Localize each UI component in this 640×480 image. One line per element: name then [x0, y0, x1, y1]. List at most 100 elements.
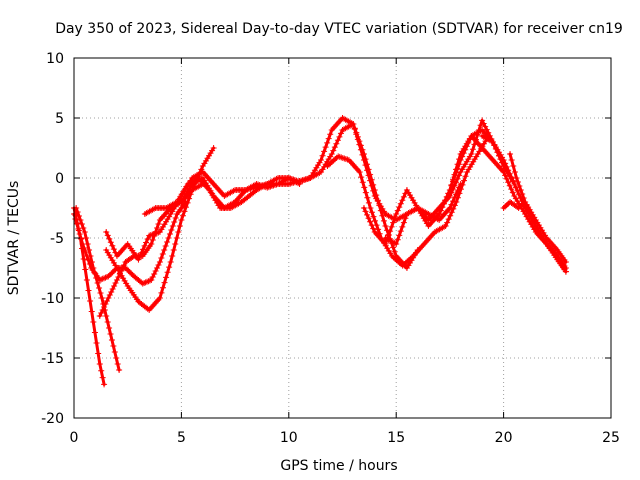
- data-point: [448, 201, 455, 208]
- data-point: [149, 237, 156, 243]
- data-point: [448, 181, 455, 188]
- data-point: [97, 290, 104, 296]
- data-point: [370, 225, 377, 232]
- data-point: [522, 199, 529, 205]
- data-point: [104, 319, 111, 325]
- data-point: [159, 251, 166, 257]
- x-tick-label: 10: [280, 430, 298, 446]
- data-point: [139, 280, 146, 287]
- data-point: [393, 211, 400, 217]
- data-point: [108, 289, 115, 295]
- data-point: [354, 136, 361, 143]
- data-point: [78, 236, 85, 242]
- data-point: [454, 175, 461, 182]
- data-point: [436, 211, 443, 217]
- data-point: [330, 147, 337, 154]
- data-point: [146, 277, 153, 284]
- data-point: [145, 278, 152, 285]
- data-point: [98, 310, 105, 316]
- data-point: [505, 167, 512, 174]
- x-axis-title: GPS time / hours: [280, 458, 397, 474]
- data-point: [78, 221, 85, 227]
- data-point: [99, 275, 106, 282]
- data-point: [400, 219, 407, 226]
- data-point: [109, 286, 116, 292]
- data-point: [83, 235, 90, 241]
- data-point: [364, 194, 371, 201]
- data-point: [159, 284, 166, 291]
- data-point: [509, 189, 516, 196]
- data-point: [359, 151, 366, 158]
- data-point: [502, 172, 509, 179]
- data-point: [111, 349, 118, 355]
- data-point: [86, 247, 93, 253]
- data-point: [479, 117, 486, 124]
- data-point: [514, 179, 521, 185]
- series-sat-d: [103, 181, 206, 313]
- data-point: [505, 179, 512, 186]
- data-point: [390, 244, 397, 251]
- data-point: [105, 295, 112, 301]
- data-point: [327, 131, 334, 138]
- data-point: [109, 269, 116, 276]
- data-point: [106, 292, 113, 298]
- data-point: [394, 207, 401, 214]
- data-point: [143, 239, 150, 246]
- data-point: [135, 256, 142, 263]
- data-point: [85, 287, 92, 294]
- data-point: [444, 219, 451, 226]
- data-point: [359, 179, 366, 186]
- data-point: [361, 184, 368, 191]
- data-point: [140, 246, 147, 253]
- data-point: [99, 374, 106, 381]
- data-point: [449, 176, 456, 183]
- data-point: [462, 173, 469, 180]
- data-point: [509, 177, 516, 184]
- data-point: [457, 186, 464, 193]
- data-point: [528, 212, 535, 219]
- data-point: [83, 277, 90, 283]
- data-point: [166, 231, 173, 237]
- data-point: [445, 190, 452, 197]
- data-point: [446, 187, 453, 193]
- data-point: [103, 313, 110, 319]
- data-point: [442, 223, 449, 229]
- data-point: [158, 255, 165, 261]
- data-point: [165, 235, 172, 241]
- data-point: [144, 278, 151, 285]
- data-point: [183, 204, 190, 211]
- data-point: [172, 215, 179, 221]
- data-point: [169, 253, 176, 259]
- data-point: [154, 265, 161, 271]
- data-point: [480, 120, 487, 127]
- data-point: [111, 283, 118, 289]
- y-tick-label: 0: [55, 171, 64, 187]
- y-tick-label: -5: [50, 231, 64, 247]
- data-point: [334, 137, 341, 144]
- data-point: [440, 200, 447, 207]
- data-point: [382, 241, 389, 247]
- data-point: [368, 182, 375, 189]
- data-point: [500, 157, 507, 163]
- data-point: [156, 259, 163, 265]
- data-point: [365, 172, 372, 179]
- data-point: [116, 271, 123, 277]
- data-point: [170, 247, 177, 253]
- data-point: [364, 211, 371, 218]
- data-point: [83, 253, 90, 259]
- data-point: [148, 277, 155, 283]
- data-point: [380, 217, 387, 224]
- data-point: [350, 121, 357, 127]
- series-trace: [179, 122, 420, 270]
- data-point: [105, 273, 112, 280]
- data-point: [96, 361, 103, 367]
- series-sat-p: [507, 151, 569, 271]
- data-point: [179, 212, 186, 219]
- data-point: [520, 195, 527, 201]
- data-point: [210, 145, 217, 151]
- data-point: [87, 298, 94, 304]
- data-point: [324, 139, 331, 146]
- data-point: [526, 209, 533, 216]
- data-point: [110, 343, 117, 349]
